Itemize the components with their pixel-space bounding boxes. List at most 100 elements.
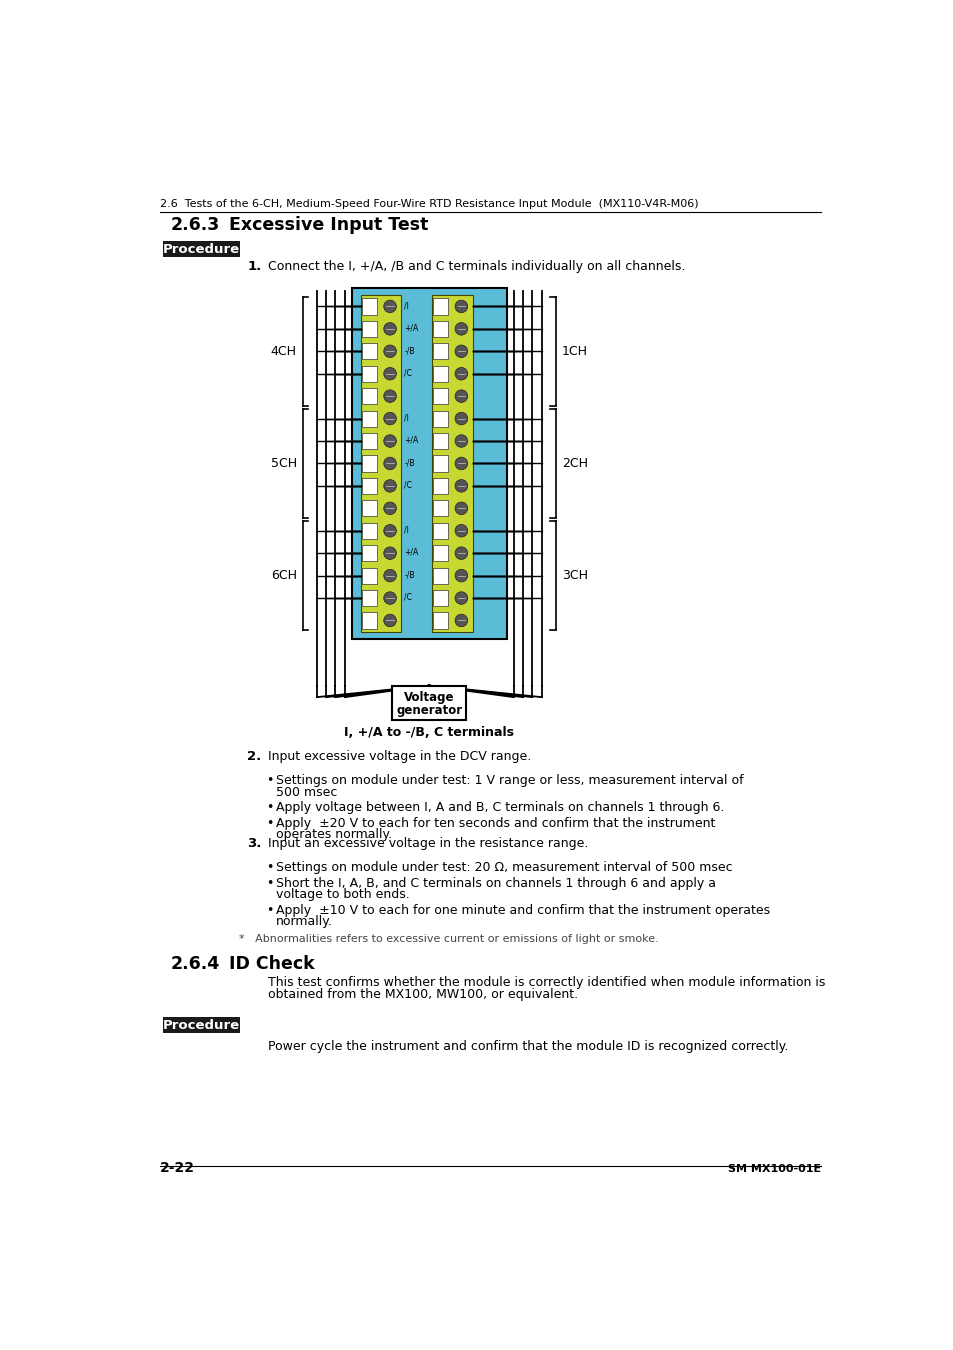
Circle shape <box>383 390 396 402</box>
Text: 5CH: 5CH <box>271 456 296 470</box>
Text: 2-22: 2-22 <box>159 1161 194 1176</box>
Text: Settings on module under test: 20 Ω, measurement interval of 500 msec: Settings on module under test: 20 Ω, mea… <box>275 861 732 875</box>
Circle shape <box>455 323 467 335</box>
Circle shape <box>455 367 467 379</box>
Text: -/B: -/B <box>404 570 415 579</box>
Bar <box>162 1018 240 1033</box>
Circle shape <box>455 479 467 493</box>
Text: 2.6  Tests of the 6-CH, Medium-Speed Four-Wire RTD Resistance Input Module  (MX1: 2.6 Tests of the 6-CH, Medium-Speed Four… <box>159 198 698 209</box>
Text: SM MX100-01E: SM MX100-01E <box>727 1164 821 1174</box>
Bar <box>433 298 448 315</box>
Circle shape <box>455 614 467 626</box>
Text: normally.: normally. <box>275 915 333 927</box>
Text: -/B: -/B <box>404 458 415 467</box>
Bar <box>433 366 448 382</box>
Circle shape <box>455 435 467 447</box>
Text: Procedure: Procedure <box>163 243 240 255</box>
Circle shape <box>383 591 396 605</box>
Bar <box>433 590 448 606</box>
Circle shape <box>455 458 467 470</box>
Circle shape <box>383 346 396 358</box>
Circle shape <box>383 367 396 379</box>
Bar <box>361 343 376 359</box>
Bar <box>361 410 376 427</box>
Bar <box>433 387 448 404</box>
Text: /I: /I <box>404 413 409 423</box>
Bar <box>433 567 448 583</box>
Text: operates normally.: operates normally. <box>275 828 392 841</box>
Bar <box>352 288 506 640</box>
Bar <box>361 613 376 629</box>
Text: Excessive Input Test: Excessive Input Test <box>229 216 428 234</box>
Text: obtained from the MX100, MW100, or equivalent.: obtained from the MX100, MW100, or equiv… <box>268 988 578 1002</box>
Circle shape <box>383 524 396 537</box>
Bar <box>433 433 448 450</box>
Bar <box>433 478 448 494</box>
Bar <box>360 296 401 632</box>
Circle shape <box>455 346 467 358</box>
Text: Short the I, A, B, and C terminals on channels 1 through 6 and apply a: Short the I, A, B, and C terminals on ch… <box>275 876 715 890</box>
Bar <box>361 433 376 450</box>
Bar <box>392 686 466 721</box>
Circle shape <box>383 458 396 470</box>
Text: Apply  ±20 V to each for ten seconds and confirm that the instrument: Apply ±20 V to each for ten seconds and … <box>275 817 715 829</box>
Text: 3CH: 3CH <box>561 570 587 582</box>
Circle shape <box>383 300 396 313</box>
Circle shape <box>383 614 396 626</box>
Text: Power cycle the instrument and confirm that the module ID is recognized correctl: Power cycle the instrument and confirm t… <box>268 1040 787 1053</box>
Text: Apply  ±10 V to each for one minute and confirm that the instrument operates: Apply ±10 V to each for one minute and c… <box>275 903 769 917</box>
Circle shape <box>455 412 467 425</box>
Text: Input excessive voltage in the DCV range.: Input excessive voltage in the DCV range… <box>268 751 531 763</box>
Text: voltage to both ends.: voltage to both ends. <box>275 888 409 900</box>
Text: /I: /I <box>404 525 409 535</box>
Text: •: • <box>266 817 274 829</box>
Text: I, +/A to -/B, C terminals: I, +/A to -/B, C terminals <box>344 726 514 738</box>
Text: •: • <box>266 774 274 787</box>
Text: 1.: 1. <box>247 259 261 273</box>
Text: /C: /C <box>404 481 412 490</box>
Text: Connect the I, +/A, /B and C terminals individually on all channels.: Connect the I, +/A, /B and C terminals i… <box>268 259 684 273</box>
Bar <box>433 321 448 338</box>
Text: Input an excessive voltage in the resistance range.: Input an excessive voltage in the resist… <box>268 837 588 850</box>
Bar <box>433 410 448 427</box>
Text: /I: /I <box>404 301 409 310</box>
Text: -/B: -/B <box>404 346 415 355</box>
Text: Settings on module under test: 1 V range or less, measurement interval of: Settings on module under test: 1 V range… <box>275 774 742 787</box>
Text: 2.6.4: 2.6.4 <box>171 954 219 973</box>
Bar <box>361 455 376 471</box>
Text: 2.6.3: 2.6.3 <box>171 216 219 234</box>
Bar <box>361 298 376 315</box>
Text: 2.: 2. <box>247 751 261 763</box>
Text: 3.: 3. <box>247 837 261 850</box>
Text: •: • <box>266 876 274 890</box>
Circle shape <box>383 412 396 425</box>
Bar <box>162 242 240 256</box>
Bar <box>432 296 472 632</box>
Circle shape <box>455 502 467 514</box>
Text: 4CH: 4CH <box>271 344 296 358</box>
Text: *   Abnormalities refers to excessive current or emissions of light or smoke.: * Abnormalities refers to excessive curr… <box>238 934 658 944</box>
Circle shape <box>383 547 396 559</box>
Text: 6CH: 6CH <box>271 570 296 582</box>
Text: generator: generator <box>395 705 462 717</box>
Text: /C: /C <box>404 593 412 602</box>
Bar <box>361 545 376 562</box>
Circle shape <box>455 547 467 559</box>
Circle shape <box>383 479 396 493</box>
Bar <box>361 387 376 404</box>
Text: Voltage: Voltage <box>403 691 454 705</box>
Circle shape <box>383 435 396 447</box>
Bar <box>361 501 376 517</box>
Bar <box>433 501 448 517</box>
Bar <box>361 366 376 382</box>
Text: Apply voltage between I, A and B, C terminals on channels 1 through 6.: Apply voltage between I, A and B, C term… <box>275 801 723 814</box>
Text: /C: /C <box>404 369 412 378</box>
Bar <box>361 478 376 494</box>
Bar <box>361 321 376 338</box>
Circle shape <box>383 570 396 582</box>
Text: This test confirms whether the module is correctly identified when module inform: This test confirms whether the module is… <box>268 976 824 990</box>
Bar <box>361 567 376 583</box>
Text: ID Check: ID Check <box>229 954 314 973</box>
Circle shape <box>455 524 467 537</box>
Bar <box>361 522 376 539</box>
